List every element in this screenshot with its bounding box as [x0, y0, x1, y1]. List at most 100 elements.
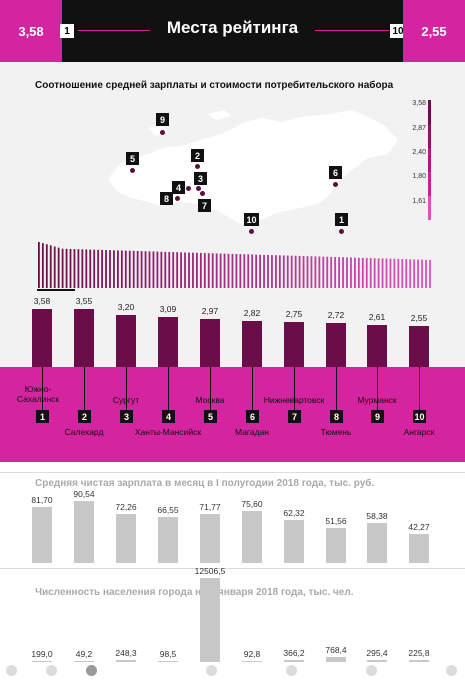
strip-bar — [405, 259, 408, 288]
city-connector — [377, 367, 378, 410]
city-rank-badge: 9 — [371, 410, 384, 423]
strip-bar — [136, 251, 139, 288]
strip-bar — [172, 252, 175, 288]
strip-bar — [365, 257, 368, 288]
pagination-dot[interactable] — [6, 665, 17, 676]
scale-label: 1,80 — [412, 173, 426, 180]
pagination-dot[interactable] — [446, 665, 457, 676]
city-rank-badge: 1 — [36, 410, 49, 423]
strip-bar — [45, 244, 48, 288]
map-marker-7[interactable]: 7 — [198, 199, 211, 212]
city-rank-badge: 4 — [162, 410, 175, 423]
strip-bar — [227, 253, 230, 288]
city-rank-badge: 2 — [78, 410, 91, 423]
pagination-dot[interactable] — [366, 665, 377, 676]
rating-bar — [409, 325, 429, 367]
city-connector — [210, 367, 211, 410]
salary-bar — [32, 507, 52, 563]
strip-bar — [354, 257, 356, 288]
strip-bar — [338, 257, 340, 288]
strip-bar — [318, 256, 321, 288]
map-marker-5[interactable]: 5 — [126, 152, 139, 165]
map-marker-3[interactable]: 3 — [194, 172, 207, 185]
rating-bar — [284, 322, 304, 367]
header-right-rank: 10 — [390, 24, 406, 38]
scale-label: 1,61 — [412, 198, 426, 205]
strip-bar — [140, 251, 143, 288]
population-bar — [116, 660, 136, 662]
map-dot-5 — [130, 168, 135, 173]
strip-bar — [156, 251, 159, 288]
salary-bar — [200, 513, 220, 563]
city-name: Тюмень — [320, 427, 352, 437]
map-dot-3 — [196, 186, 201, 191]
strip-bar — [263, 254, 265, 288]
strip-bar — [215, 253, 218, 288]
strip-bar — [275, 255, 277, 288]
rating-value-label: 3,58 — [33, 296, 51, 306]
map-marker-2[interactable]: 2 — [191, 149, 204, 162]
strip-bar — [49, 245, 52, 288]
strip-bar — [128, 250, 131, 288]
map-dot-7 — [200, 191, 205, 196]
rating-bar — [242, 321, 262, 367]
strip-bar — [267, 254, 269, 288]
strip-bar — [357, 257, 360, 288]
strip-bar — [132, 250, 135, 288]
strip-bar — [290, 255, 293, 288]
strip-bar — [334, 257, 337, 288]
pagination-dot[interactable] — [206, 665, 217, 676]
strip-bar — [278, 255, 281, 288]
scale-label: 2,40 — [412, 149, 426, 156]
rating-value-label: 2,61 — [368, 311, 386, 322]
population-value-label: 366,2 — [283, 647, 305, 658]
map-marker-6[interactable]: 6 — [329, 166, 342, 179]
strip-bar — [294, 255, 297, 288]
strip-bar — [310, 256, 313, 288]
salary-value-label: 72,26 — [115, 501, 137, 512]
top10-bracket — [37, 289, 75, 291]
map-marker-10[interactable]: 10 — [244, 213, 259, 226]
scale-segment — [428, 196, 431, 220]
strip-bar — [69, 248, 72, 288]
map-marker-1[interactable]: 1 — [335, 213, 348, 226]
strip-bar — [148, 251, 151, 288]
strip-bar — [231, 253, 234, 288]
city-name: Сургут — [112, 395, 140, 405]
pagination-dot[interactable] — [286, 665, 297, 676]
population-bar — [242, 660, 262, 662]
salary-value-label: 42,27 — [408, 522, 430, 533]
strip-bar — [425, 259, 427, 288]
population-value-label: 92,8 — [243, 648, 261, 659]
pagination-dot[interactable] — [86, 665, 97, 676]
rating-bar — [158, 316, 178, 367]
strip-bar — [113, 250, 115, 288]
city-rank-badge: 3 — [120, 410, 133, 423]
strip-bar — [314, 256, 317, 288]
salary-chart-title: Средняя чистая зарплата в месяц в I полу… — [35, 478, 375, 489]
scale-segment — [428, 100, 431, 124]
population-value-label: 49,2 — [75, 648, 93, 659]
city-connector — [419, 367, 420, 410]
strip-bar — [322, 256, 325, 288]
strip-bar — [73, 249, 76, 288]
header-line-right — [315, 30, 389, 31]
strip-bar — [188, 252, 190, 288]
rating-value-label: 2,75 — [285, 309, 303, 320]
rating-value-label: 3,20 — [117, 302, 135, 313]
map-marker-8[interactable]: 8 — [160, 192, 173, 205]
strip-bar — [259, 254, 261, 288]
population-value-label: 98,5 — [159, 648, 177, 659]
strip-bar — [61, 248, 64, 288]
city-connector — [336, 367, 337, 410]
map-marker-4[interactable]: 4 — [172, 181, 185, 194]
pagination-dot[interactable] — [46, 665, 57, 676]
city-rank-badge: 10 — [413, 410, 426, 423]
city-connector — [252, 367, 253, 410]
strip-bar — [255, 254, 258, 288]
map-marker-9[interactable]: 9 — [156, 113, 169, 126]
strip-bar — [105, 250, 107, 288]
strip-bar — [144, 251, 147, 288]
header-left-rank: 1 — [60, 24, 74, 38]
city-connector — [168, 367, 169, 410]
